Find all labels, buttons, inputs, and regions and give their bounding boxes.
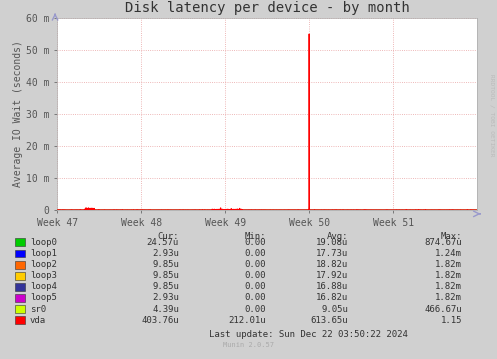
Text: Cur:: Cur: <box>158 232 179 241</box>
Y-axis label: Average IO Wait (seconds): Average IO Wait (seconds) <box>13 41 23 187</box>
Text: loop3: loop3 <box>30 271 57 280</box>
Text: loop5: loop5 <box>30 293 57 303</box>
Text: 2.93u: 2.93u <box>152 293 179 303</box>
Text: 0.00: 0.00 <box>245 293 266 303</box>
Text: loop2: loop2 <box>30 260 57 269</box>
Text: Munin 2.0.57: Munin 2.0.57 <box>223 342 274 348</box>
Text: 17.73u: 17.73u <box>316 249 348 258</box>
Text: Max:: Max: <box>441 232 462 241</box>
Text: 4.39u: 4.39u <box>152 304 179 314</box>
Text: 9.85u: 9.85u <box>152 282 179 292</box>
Text: 1.24m: 1.24m <box>435 249 462 258</box>
Text: 17.92u: 17.92u <box>316 271 348 280</box>
Text: vda: vda <box>30 316 46 325</box>
Text: 1.82m: 1.82m <box>435 282 462 292</box>
Text: 0.00: 0.00 <box>245 271 266 280</box>
Text: 2.93u: 2.93u <box>152 249 179 258</box>
Text: sr0: sr0 <box>30 304 46 314</box>
Text: loop4: loop4 <box>30 282 57 292</box>
Text: 1.82m: 1.82m <box>435 271 462 280</box>
Text: 9.05u: 9.05u <box>321 304 348 314</box>
Text: RRDTOOL / TOBI OETIKER: RRDTOOL / TOBI OETIKER <box>490 74 495 156</box>
Text: 9.85u: 9.85u <box>152 271 179 280</box>
Text: Last update: Sun Dec 22 03:50:22 2024: Last update: Sun Dec 22 03:50:22 2024 <box>209 330 408 339</box>
Text: 16.82u: 16.82u <box>316 293 348 303</box>
Text: loop1: loop1 <box>30 249 57 258</box>
Text: 403.76u: 403.76u <box>141 316 179 325</box>
Text: 212.01u: 212.01u <box>228 316 266 325</box>
Text: 0.00: 0.00 <box>245 249 266 258</box>
Text: 1.82m: 1.82m <box>435 293 462 303</box>
Text: 0.00: 0.00 <box>245 282 266 292</box>
Text: 0.00: 0.00 <box>245 238 266 247</box>
Title: Disk latency per device - by month: Disk latency per device - by month <box>125 1 410 15</box>
Text: loop0: loop0 <box>30 238 57 247</box>
Text: 24.57u: 24.57u <box>147 238 179 247</box>
Text: Avg:: Avg: <box>327 232 348 241</box>
Text: 18.82u: 18.82u <box>316 260 348 269</box>
Text: 9.85u: 9.85u <box>152 260 179 269</box>
Text: 19.08u: 19.08u <box>316 238 348 247</box>
Text: 0.00: 0.00 <box>245 260 266 269</box>
Text: 1.15: 1.15 <box>441 316 462 325</box>
Text: 1.82m: 1.82m <box>435 260 462 269</box>
Text: 0.00: 0.00 <box>245 304 266 314</box>
Text: Min:: Min: <box>245 232 266 241</box>
Text: 874.67u: 874.67u <box>424 238 462 247</box>
Text: 613.65u: 613.65u <box>310 316 348 325</box>
Text: 466.67u: 466.67u <box>424 304 462 314</box>
Text: 16.88u: 16.88u <box>316 282 348 292</box>
